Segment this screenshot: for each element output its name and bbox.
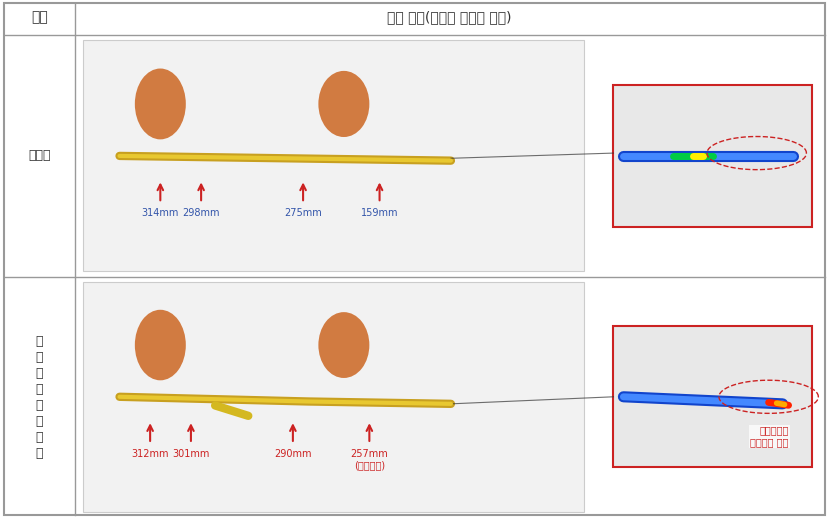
Bar <box>83 282 584 512</box>
Text: 도
어
빔
일
직
형
타
입: 도 어 빔 일 직 형 타 입 <box>36 335 43 460</box>
Ellipse shape <box>318 312 369 378</box>
Ellipse shape <box>135 310 185 380</box>
Text: 베이스: 베이스 <box>28 149 51 163</box>
Text: 298mm: 298mm <box>182 208 219 218</box>
Bar <box>613 326 811 467</box>
Text: 단면변화부
국부변형 집중: 단면변화부 국부변형 집중 <box>749 425 787 447</box>
Bar <box>83 40 584 271</box>
Text: 275mm: 275mm <box>284 208 321 218</box>
Text: 159mm: 159mm <box>360 208 397 218</box>
Text: 312mm: 312mm <box>131 449 169 458</box>
Text: 구분: 구분 <box>31 10 48 25</box>
Text: 차체 변형(도어빔 침입량 비교): 차체 변형(도어빔 침입량 비교) <box>387 10 512 25</box>
Text: 290mm: 290mm <box>274 449 311 458</box>
Text: 257mm
(격입발생): 257mm (격입발생) <box>350 449 388 470</box>
Bar <box>613 85 811 227</box>
Ellipse shape <box>135 68 185 139</box>
Text: 314mm: 314mm <box>142 208 179 218</box>
Text: 301mm: 301mm <box>172 449 209 458</box>
Ellipse shape <box>318 71 369 137</box>
